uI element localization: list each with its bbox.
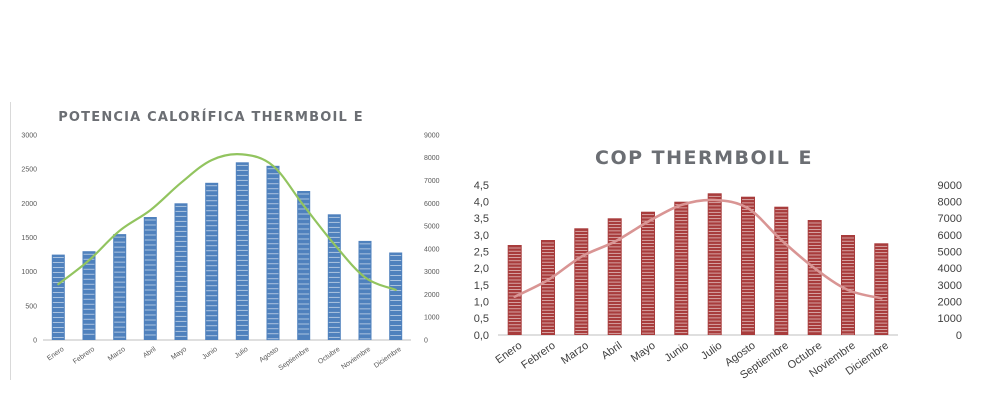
left-axis-tick-label: 0,5 [474,313,489,325]
category-label-febrero: Febrero [519,340,557,372]
right-axis-tick-label: 2000 [424,292,440,299]
category-label-agosto: Agosto [258,346,280,364]
right-axis-tick-label: 2000 [938,297,962,309]
category-label-febrero: Febrero [72,346,96,366]
bar-diciembre [389,252,403,340]
right-axis-tick-label: 9000 [424,132,440,139]
right-axis-tick-label: 8000 [938,197,962,209]
category-label-octubre: Octubre [317,346,341,366]
left-axis-tick-label: 2000 [21,201,37,208]
right-axis-tick-label: 7000 [424,178,440,185]
category-label-noviembre: Noviembre [340,346,372,371]
chart-cop: COP THERMBOIL E 0,0 0,5 1,0 1,5 2,0 2,5 3,0 3,5… [474,147,962,382]
chart1-line [57,153,397,291]
bar-diciembre [874,243,889,335]
category-label-julio: Julio [699,340,724,363]
bar-julio [707,193,722,335]
bar-noviembre [358,240,372,340]
bar-julio [235,162,249,340]
right-axis-tick-label: 8000 [424,155,440,162]
left-axis-tick-label: 1000 [21,269,37,276]
right-axis-tick-label: 4000 [938,263,962,275]
chart2-title: COP THERMBOIL E [595,147,813,169]
right-axis-tick-label: 1000 [424,315,440,322]
left-axis-tick-label: 0 [33,337,37,344]
left-axis-tick-label: 0,0 [474,330,489,342]
chart2-bars [498,193,898,336]
bar-agosto [741,196,755,335]
category-label-abril: Abril [600,340,625,362]
chart1-category-axis: Enero Febrero Marzo Abril Mayo Junio Julio Agos… [46,346,403,373]
right-axis-tick-label: 9000 [938,180,962,192]
left-axis-tick-label: 4,5 [474,180,489,192]
left-axis-tick-label: 3,0 [474,230,489,242]
category-label-mayo: Mayo [170,346,188,362]
bar-febrero [82,251,96,340]
bar-abril [143,217,157,340]
chart-potencia-calorifica: POTENCIA CALORÍFICA THERMBOIL E 0 500 1000… [21,109,439,372]
chart2-left-axis: 0,0 0,5 1,0 1,5 2,0 2,5 3,0 3,5 4,0 4,5 [474,180,489,342]
category-label-diciembre: Diciembre [373,346,403,370]
right-axis-tick-label: 5000 [938,247,962,259]
left-axis-tick-label: 1,5 [474,280,489,292]
chart1-left-axis: 0 500 1000 1500 2000 2500 3000 [21,132,37,344]
right-axis-tick-label: 6000 [424,201,440,208]
right-axis-tick-label: 5000 [424,224,440,231]
left-axis-tick-label: 4,0 [474,197,489,209]
left-axis-tick-label: 3000 [21,132,37,139]
left-axis-tick-label: 1500 [21,235,37,242]
bar-septiembre [297,191,311,340]
bar-mayo [641,211,655,335]
bar-noviembre [841,235,855,335]
right-axis-tick-label: 0 [424,337,428,344]
left-axis-tick-label: 3,5 [474,213,489,225]
category-label-junio: Junio [201,346,219,361]
chart1-title: POTENCIA CALORÍFICA THERMBOIL E [58,109,364,125]
chart1-right-axis: 0 1000 2000 3000 4000 5000 6000 7000 8000 9000 [424,132,440,344]
right-axis-tick-label: 7000 [938,213,962,225]
left-border-line [10,102,11,380]
trend-line [513,198,883,300]
right-axis-tick-label: 4000 [424,246,440,253]
category-label-julio: Julio [234,346,250,360]
left-axis-tick-label: 500 [25,303,37,310]
category-label-septiembre: Septiembre [278,346,311,372]
left-axis-tick-label: 2500 [21,167,37,174]
trend-line [57,153,397,291]
chart2-line [513,198,883,300]
bar-agosto [266,165,280,341]
right-axis-tick-label: 3000 [424,269,440,276]
chart2-right-axis: 0 1000 2000 3000 4000 5000 6000 7000 8000 9000 [938,180,962,342]
left-axis-tick-label: 1,0 [474,297,489,309]
right-axis-tick-label: 0 [956,330,962,342]
left-axis-tick-label: 2,5 [474,247,489,259]
left-axis-tick-label: 2,0 [474,263,489,275]
right-axis-tick-label: 1000 [938,313,962,325]
chart1-bars [43,162,411,341]
category-label-junio: Junio [663,340,691,365]
right-axis-tick-label: 6000 [938,230,962,242]
category-label-mayo: Mayo [629,340,658,365]
category-label-enero: Enero [46,346,65,363]
right-axis-tick-label: 3000 [938,280,962,292]
category-label-marzo: Marzo [107,346,127,363]
bar-junio [205,182,219,340]
category-label-abril: Abril [142,346,158,360]
category-label-marzo: Marzo [559,340,591,367]
bar-abril [607,218,622,335]
